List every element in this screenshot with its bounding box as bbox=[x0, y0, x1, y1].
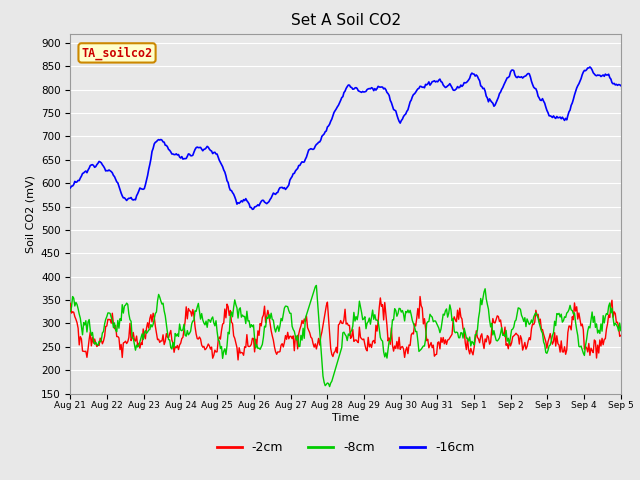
Legend: -2cm, -8cm, -16cm: -2cm, -8cm, -16cm bbox=[212, 436, 479, 459]
Title: Set A Soil CO2: Set A Soil CO2 bbox=[291, 13, 401, 28]
Y-axis label: Soil CO2 (mV): Soil CO2 (mV) bbox=[26, 175, 35, 252]
Text: TA_soilco2: TA_soilco2 bbox=[81, 46, 153, 60]
X-axis label: Time: Time bbox=[332, 413, 359, 423]
